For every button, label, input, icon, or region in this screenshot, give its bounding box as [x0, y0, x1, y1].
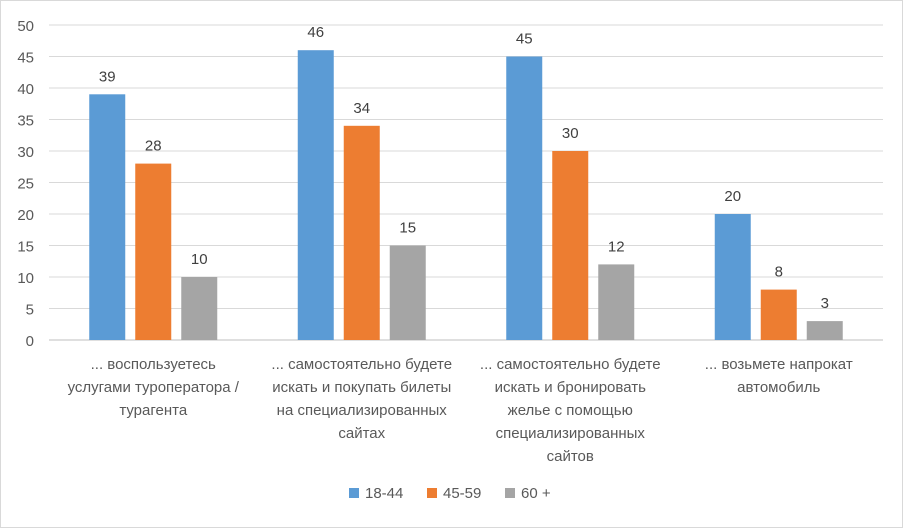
- x-tick-label: ... воспользуетесь услугами туроператора …: [68, 356, 240, 419]
- data-label: 15: [399, 220, 416, 237]
- legend-swatch: [505, 488, 515, 498]
- bar: [806, 321, 843, 340]
- data-label: 8: [775, 264, 783, 281]
- data-label: 34: [353, 100, 370, 117]
- y-tick-label: 45: [17, 50, 34, 67]
- bar: [135, 163, 172, 340]
- y-tick-label: 10: [17, 270, 34, 287]
- bars: [89, 50, 843, 340]
- bar: [714, 214, 751, 340]
- data-label: 20: [724, 188, 741, 205]
- legend-item: 60 +: [505, 485, 551, 502]
- x-tick-label: ... возьмете напрокат автомобиль: [705, 356, 853, 396]
- x-axis: ... воспользуетесь услугами туроператора …: [68, 356, 853, 465]
- grid-lines: [49, 24, 883, 341]
- bar: [598, 264, 635, 340]
- bar: [343, 125, 380, 340]
- data-label: 39: [99, 68, 116, 85]
- legend-swatch: [349, 488, 359, 498]
- y-tick-label: 40: [17, 81, 34, 98]
- y-tick-label: 0: [26, 333, 34, 350]
- bar: [89, 94, 126, 340]
- data-label: 45: [516, 31, 533, 48]
- y-axis: 0 5 10 15 20 25 30 35 40 45 50: [17, 18, 34, 350]
- legend-item: 45-59: [427, 485, 481, 502]
- data-label: 46: [307, 24, 324, 41]
- data-label: 10: [191, 251, 208, 268]
- x-tick-label: ... самостоятельно будете искать и покупа…: [271, 356, 452, 442]
- y-tick-label: 20: [17, 207, 34, 224]
- y-tick-label: 35: [17, 113, 34, 130]
- bar: [297, 50, 334, 340]
- data-label: 30: [562, 125, 579, 142]
- data-label: 12: [608, 238, 625, 255]
- data-labels: 39 28 10 46 34 15 45 30 12 20 8 3: [99, 24, 829, 312]
- legend: 18-44 45-59 60 +: [349, 485, 551, 502]
- y-tick-label: 5: [26, 302, 34, 319]
- bar: [760, 289, 797, 340]
- y-tick-label: 50: [17, 18, 34, 35]
- bar: [181, 277, 218, 340]
- legend-label: 60 +: [521, 485, 551, 502]
- bar: [552, 151, 589, 340]
- data-label: 28: [145, 138, 162, 155]
- y-tick-label: 25: [17, 176, 34, 193]
- bar: [506, 56, 543, 340]
- y-tick-label: 30: [17, 144, 34, 161]
- legend-item: 18-44: [349, 485, 403, 502]
- legend-swatch: [427, 488, 437, 498]
- data-label: 3: [821, 295, 829, 312]
- y-tick-label: 15: [17, 239, 34, 256]
- bar: [389, 245, 426, 340]
- x-tick-label: ... самостоятельно будете искать и бронир…: [480, 356, 661, 465]
- legend-label: 18-44: [365, 485, 403, 502]
- legend-label: 45-59: [443, 485, 481, 502]
